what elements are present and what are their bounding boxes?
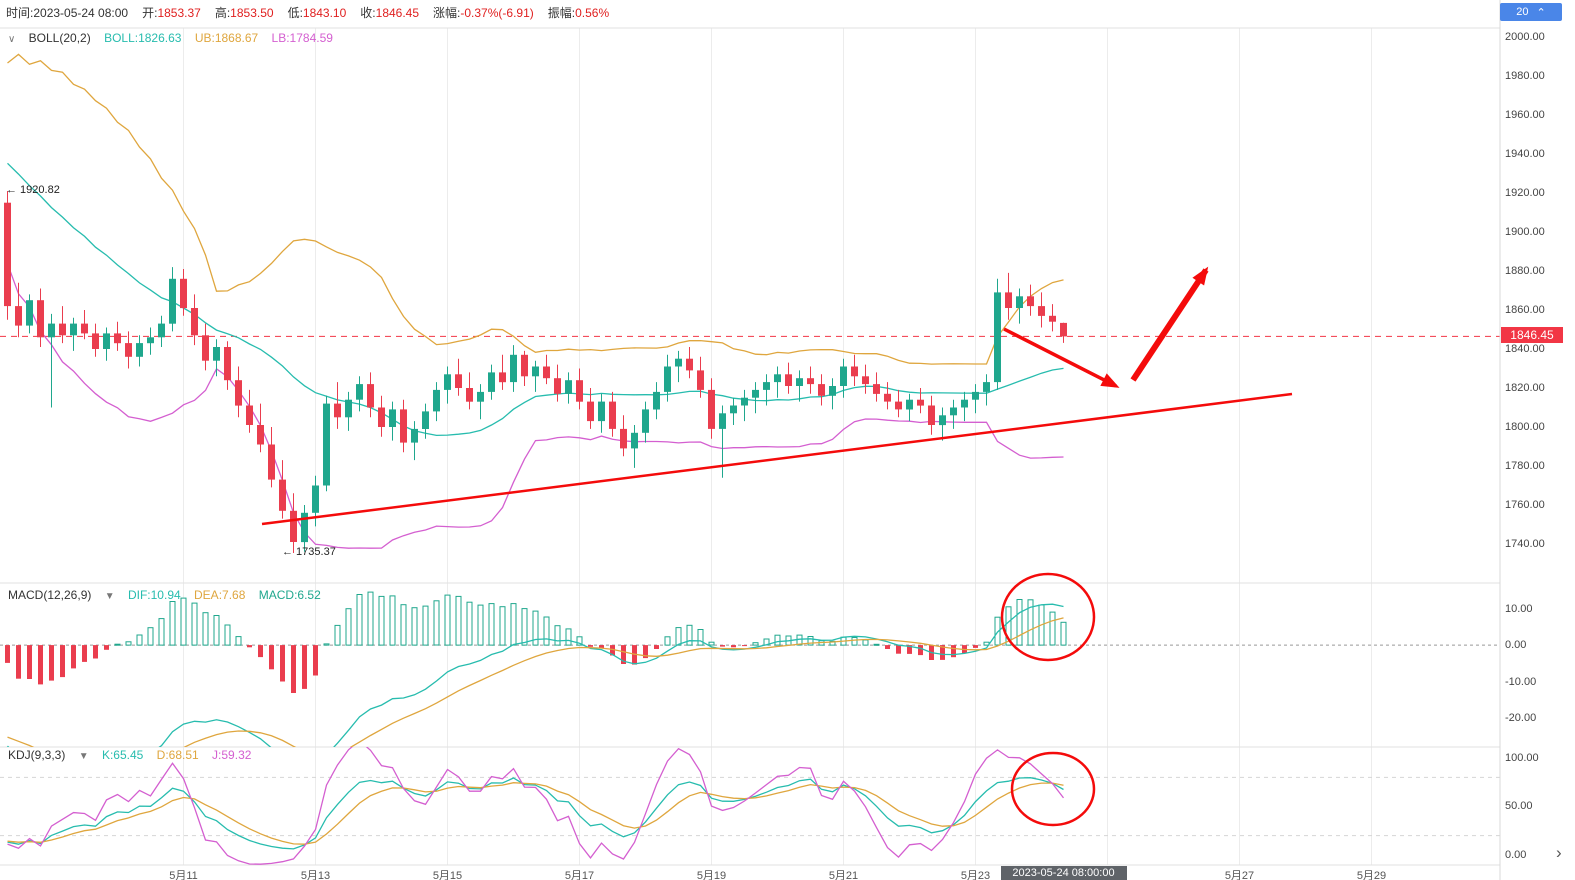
boll-indicator-bar[interactable]: ∨ BOLL(20,2) BOLL:1826.63 UB:1868.67 LB:…: [8, 31, 343, 45]
last-price-badge: 1846.45: [1501, 327, 1563, 344]
collapse-icon[interactable]: ∨: [8, 34, 16, 45]
time-tick-label: 5月21: [828, 870, 859, 880]
scroll-right-icon[interactable]: ›: [1556, 843, 1562, 862]
price-tick-label: -20.00: [1505, 712, 1537, 725]
time-tick-label: 5月17: [564, 870, 595, 880]
trendline-annotation: [261, 392, 1293, 526]
time-tick-label: 5月15: [432, 870, 463, 880]
ohlc-info-bar: 时间:2023-05-24 08:00 开:1853.37 高:1853.50 低:1…: [6, 4, 623, 21]
price-tick-label: 1840.00: [1505, 342, 1545, 355]
price-tick-label: 50.00: [1505, 800, 1533, 813]
price-tick-label: 1980.00: [1505, 69, 1545, 82]
main-price-panel: [4, 53, 1067, 553]
price-tick-label: 1820.00: [1505, 381, 1545, 394]
price-tick-label: 100.00: [1505, 751, 1539, 764]
price-tick-label: -10.00: [1505, 675, 1537, 688]
kdj-panel: [0, 747, 1500, 865]
price-tick-label: 1740.00: [1505, 537, 1545, 550]
price-tick-label: 1900.00: [1505, 225, 1545, 238]
price-tick-label: 2000.00: [1505, 30, 1545, 43]
time-tick-label: 5月29: [1356, 870, 1387, 880]
boll-lb-value: LB:1784.59: [271, 31, 333, 45]
macd-name: MACD(12,26,9): [8, 588, 92, 602]
boll-mid-value: BOLL:1826.63: [104, 31, 182, 45]
arrow-annotation: [1130, 266, 1209, 382]
price-tick-label: 1940.00: [1505, 147, 1545, 160]
price-tick-label: 1800.00: [1505, 420, 1545, 433]
price-marker-label: ← 1735.37: [282, 546, 336, 558]
price-tick-label: 1960.00: [1505, 108, 1545, 121]
macd-dif-value: DIF:10.94: [127, 588, 181, 602]
time-tick-label: 5月13: [300, 870, 331, 880]
ohlc-field: 收:1846.45: [360, 6, 420, 20]
circle-annotation: [1000, 572, 1096, 662]
ohlc-field: 时间:2023-05-24 08:00: [6, 6, 129, 20]
price-tick-label: 0.00: [1505, 849, 1527, 861]
caret-up-icon: ⌃: [1536, 6, 1546, 19]
dropdown-icon[interactable]: ▼: [104, 591, 115, 602]
ohlc-field: 开:1853.37: [142, 6, 201, 20]
candles-layer: [4, 191, 1067, 553]
arrow-annotation: [1003, 327, 1120, 388]
kdj-j-value: J:59.32: [212, 748, 252, 762]
price-tick-label: 1920.00: [1505, 186, 1545, 199]
grid-lines: [0, 27, 1500, 866]
macd-dea-value: DEA:7.68: [194, 588, 246, 602]
time-tick-label: 5月27: [1224, 870, 1255, 880]
macd-macd-value: MACD:6.52: [258, 588, 321, 602]
price-tick-label: 1780.00: [1505, 459, 1545, 472]
ohlc-field: 高:1853.50: [214, 6, 274, 20]
time-tick-label: 5月19: [696, 870, 727, 880]
macd-histogram: [5, 591, 1067, 693]
boll-ub-value: UB:1868.67: [194, 31, 259, 45]
price-tick-label: 10.00: [1505, 602, 1533, 615]
circle-annotation: [1010, 751, 1096, 827]
dropdown-icon[interactable]: ▼: [78, 751, 89, 762]
macd-panel: [0, 591, 1500, 747]
zoom-level-label: 20: [1516, 6, 1529, 18]
price-tick-label: 1880.00: [1505, 264, 1545, 277]
macd-indicator-bar[interactable]: MACD(12,26,9) ▼ DIF:10.94 DEA:7.68 MACD:…: [8, 588, 331, 602]
ohlc-field: 涨幅:-0.37%(-6.91): [433, 6, 534, 20]
price-tick-label: 0.00: [1505, 639, 1527, 652]
kdj-d-value: D:68.51: [156, 748, 199, 762]
time-tick-label: 5月23: [960, 870, 991, 880]
price-marker-label: ← 1920.82: [6, 184, 60, 196]
ohlc-field: 振幅:0.56%: [547, 6, 610, 20]
price-tick-label: 1860.00: [1505, 303, 1545, 316]
boll-name: BOLL(20,2): [28, 31, 91, 45]
kdj-name: KDJ(9,3,3): [8, 748, 66, 762]
ohlc-field: 低:1843.10: [287, 6, 347, 20]
current-time-badge: 2023-05-24 08:00:00: [1000, 866, 1127, 880]
time-tick-label: 5月11: [169, 870, 198, 880]
price-tick-label: 1760.00: [1505, 498, 1545, 511]
annotations-layer: [261, 266, 1293, 827]
kdj-indicator-bar[interactable]: KDJ(9,3,3) ▼ K:65.45 D:68.51 J:59.32: [8, 748, 261, 762]
kdj-k-value: K:65.45: [101, 748, 144, 762]
chart-settings-control[interactable]: 20 ⌃: [1500, 3, 1562, 21]
